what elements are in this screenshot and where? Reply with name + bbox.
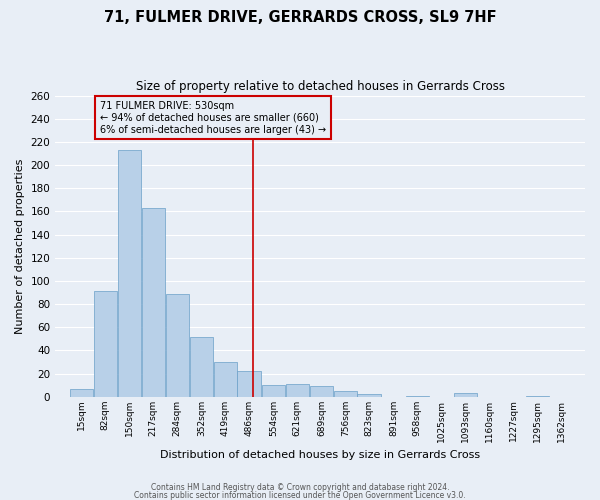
- Text: 71, FULMER DRIVE, GERRARDS CROSS, SL9 7HF: 71, FULMER DRIVE, GERRARDS CROSS, SL9 7H…: [104, 10, 496, 25]
- Bar: [526, 396, 549, 397]
- Bar: [118, 150, 141, 397]
- Bar: [262, 385, 285, 397]
- Bar: [214, 362, 237, 397]
- Text: 71 FULMER DRIVE: 530sqm
← 94% of detached houses are smaller (660)
6% of semi-de: 71 FULMER DRIVE: 530sqm ← 94% of detache…: [100, 102, 326, 134]
- Bar: [286, 384, 309, 397]
- Bar: [406, 396, 429, 397]
- Bar: [94, 292, 117, 397]
- Bar: [454, 394, 477, 397]
- Bar: [310, 386, 333, 397]
- Bar: [142, 208, 165, 397]
- Title: Size of property relative to detached houses in Gerrards Cross: Size of property relative to detached ho…: [136, 80, 505, 93]
- Text: Contains HM Land Registry data © Crown copyright and database right 2024.: Contains HM Land Registry data © Crown c…: [151, 484, 449, 492]
- Bar: [334, 391, 357, 397]
- Y-axis label: Number of detached properties: Number of detached properties: [15, 158, 25, 334]
- Bar: [358, 394, 381, 397]
- Bar: [70, 388, 93, 397]
- Bar: [190, 336, 213, 397]
- Text: Contains public sector information licensed under the Open Government Licence v3: Contains public sector information licen…: [134, 490, 466, 500]
- Bar: [166, 294, 189, 397]
- Bar: [238, 372, 261, 397]
- X-axis label: Distribution of detached houses by size in Gerrards Cross: Distribution of detached houses by size …: [160, 450, 480, 460]
